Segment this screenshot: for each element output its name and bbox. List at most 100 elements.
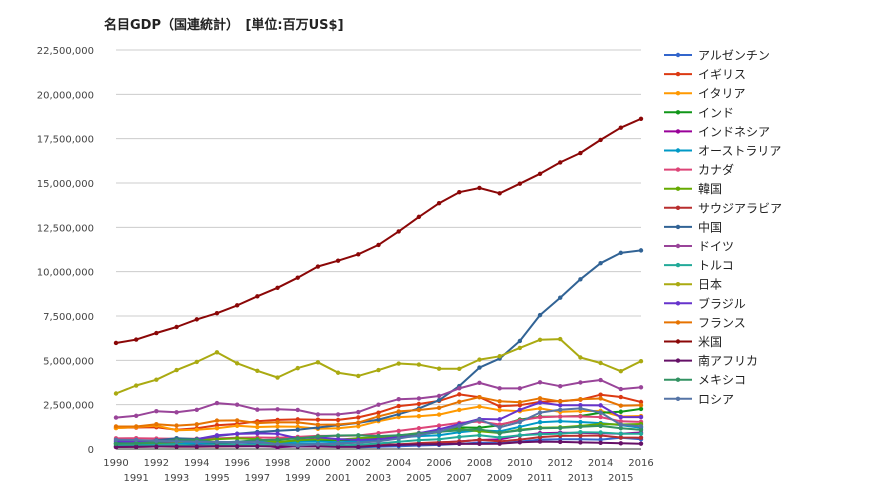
data-point bbox=[275, 442, 280, 447]
x-tick-label: 1991 bbox=[123, 473, 148, 484]
legend-label: 南アフリカ bbox=[698, 353, 758, 368]
legend-marker bbox=[675, 129, 681, 134]
data-point bbox=[618, 403, 624, 408]
data-point bbox=[295, 417, 300, 422]
data-point bbox=[517, 419, 523, 425]
data-point bbox=[436, 432, 442, 438]
data-point bbox=[234, 303, 240, 308]
x-tick-label: 2006 bbox=[426, 458, 451, 469]
data-point bbox=[174, 367, 179, 373]
legend-label: アルゼンチン bbox=[698, 49, 770, 63]
legend-marker bbox=[675, 282, 681, 287]
data-point bbox=[275, 431, 280, 436]
data-point bbox=[477, 404, 482, 409]
data-point bbox=[255, 431, 260, 436]
data-point bbox=[113, 437, 119, 442]
data-point bbox=[618, 125, 624, 130]
data-point bbox=[517, 181, 523, 186]
data-point bbox=[356, 373, 361, 379]
x-tick-label: 2016 bbox=[628, 458, 653, 469]
data-point bbox=[214, 400, 220, 406]
data-point bbox=[154, 377, 159, 382]
data-point bbox=[618, 435, 624, 440]
data-point bbox=[275, 407, 280, 412]
data-point bbox=[295, 420, 300, 425]
data-point bbox=[638, 414, 644, 420]
data-point bbox=[214, 443, 220, 449]
data-point bbox=[335, 444, 341, 450]
data-point bbox=[537, 432, 543, 437]
data-point bbox=[315, 434, 321, 439]
data-point bbox=[335, 417, 341, 423]
legend-marker bbox=[675, 377, 681, 382]
data-point bbox=[578, 433, 583, 438]
legend-label: 米国 bbox=[698, 335, 722, 349]
series-16 bbox=[113, 439, 644, 450]
data-point bbox=[133, 424, 139, 429]
data-point bbox=[638, 385, 644, 390]
legend-item: ドイツ bbox=[664, 240, 734, 254]
data-point bbox=[396, 403, 401, 409]
data-point bbox=[638, 402, 644, 408]
data-point bbox=[477, 365, 482, 370]
data-point bbox=[356, 409, 361, 415]
data-point bbox=[517, 345, 523, 351]
grid-layer bbox=[116, 49, 641, 450]
data-point bbox=[477, 185, 482, 191]
data-point bbox=[497, 399, 502, 404]
y-tick-label: 2,500,000 bbox=[43, 401, 94, 412]
data-point bbox=[457, 392, 462, 397]
data-point bbox=[376, 443, 381, 449]
data-point bbox=[618, 422, 624, 427]
data-point bbox=[214, 439, 220, 445]
data-point bbox=[558, 402, 563, 408]
x-tick-label: 2001 bbox=[325, 473, 350, 484]
data-point bbox=[255, 439, 260, 445]
data-point bbox=[214, 310, 220, 316]
data-point bbox=[416, 433, 422, 438]
legend-item: 米国 bbox=[664, 335, 722, 349]
data-point bbox=[356, 444, 361, 450]
y-tick-label: 17,500,000 bbox=[37, 135, 94, 146]
x-tick-label: 2007 bbox=[447, 473, 472, 484]
data-point bbox=[598, 377, 603, 383]
series-14 bbox=[113, 395, 644, 429]
data-point bbox=[315, 422, 321, 427]
data-point bbox=[174, 410, 179, 415]
data-point bbox=[558, 399, 563, 404]
data-point bbox=[558, 160, 563, 165]
data-point bbox=[537, 426, 543, 431]
data-point bbox=[133, 444, 139, 449]
legend-item: ロシア bbox=[664, 392, 734, 406]
data-point bbox=[598, 137, 603, 143]
legend-label: イタリア bbox=[698, 87, 746, 101]
data-point bbox=[618, 409, 624, 414]
data-point bbox=[154, 330, 159, 336]
data-point bbox=[416, 396, 422, 401]
x-tick-label: 2003 bbox=[366, 473, 391, 484]
legend-item: カナダ bbox=[664, 162, 734, 177]
data-point bbox=[517, 440, 523, 445]
data-point bbox=[275, 437, 280, 442]
data-point bbox=[174, 428, 179, 433]
data-point bbox=[315, 412, 321, 417]
data-point bbox=[416, 214, 422, 220]
data-point bbox=[598, 433, 603, 438]
data-point bbox=[598, 414, 603, 420]
data-point bbox=[578, 419, 583, 425]
data-point bbox=[113, 441, 119, 447]
x-tick-label: 1999 bbox=[285, 473, 310, 484]
data-point bbox=[457, 366, 462, 372]
x-tick-label: 2002 bbox=[346, 458, 371, 469]
data-point bbox=[275, 420, 280, 425]
legend-item: 日本 bbox=[664, 278, 722, 292]
data-point bbox=[133, 440, 139, 446]
x-tick-label: 1995 bbox=[204, 473, 229, 484]
data-point bbox=[396, 439, 401, 444]
data-point bbox=[517, 407, 523, 413]
data-point bbox=[598, 430, 603, 435]
legend-label: 中国 bbox=[698, 219, 722, 234]
series-10 bbox=[113, 377, 644, 420]
x-tick-label: 2012 bbox=[548, 458, 573, 469]
legend-marker bbox=[675, 320, 681, 325]
